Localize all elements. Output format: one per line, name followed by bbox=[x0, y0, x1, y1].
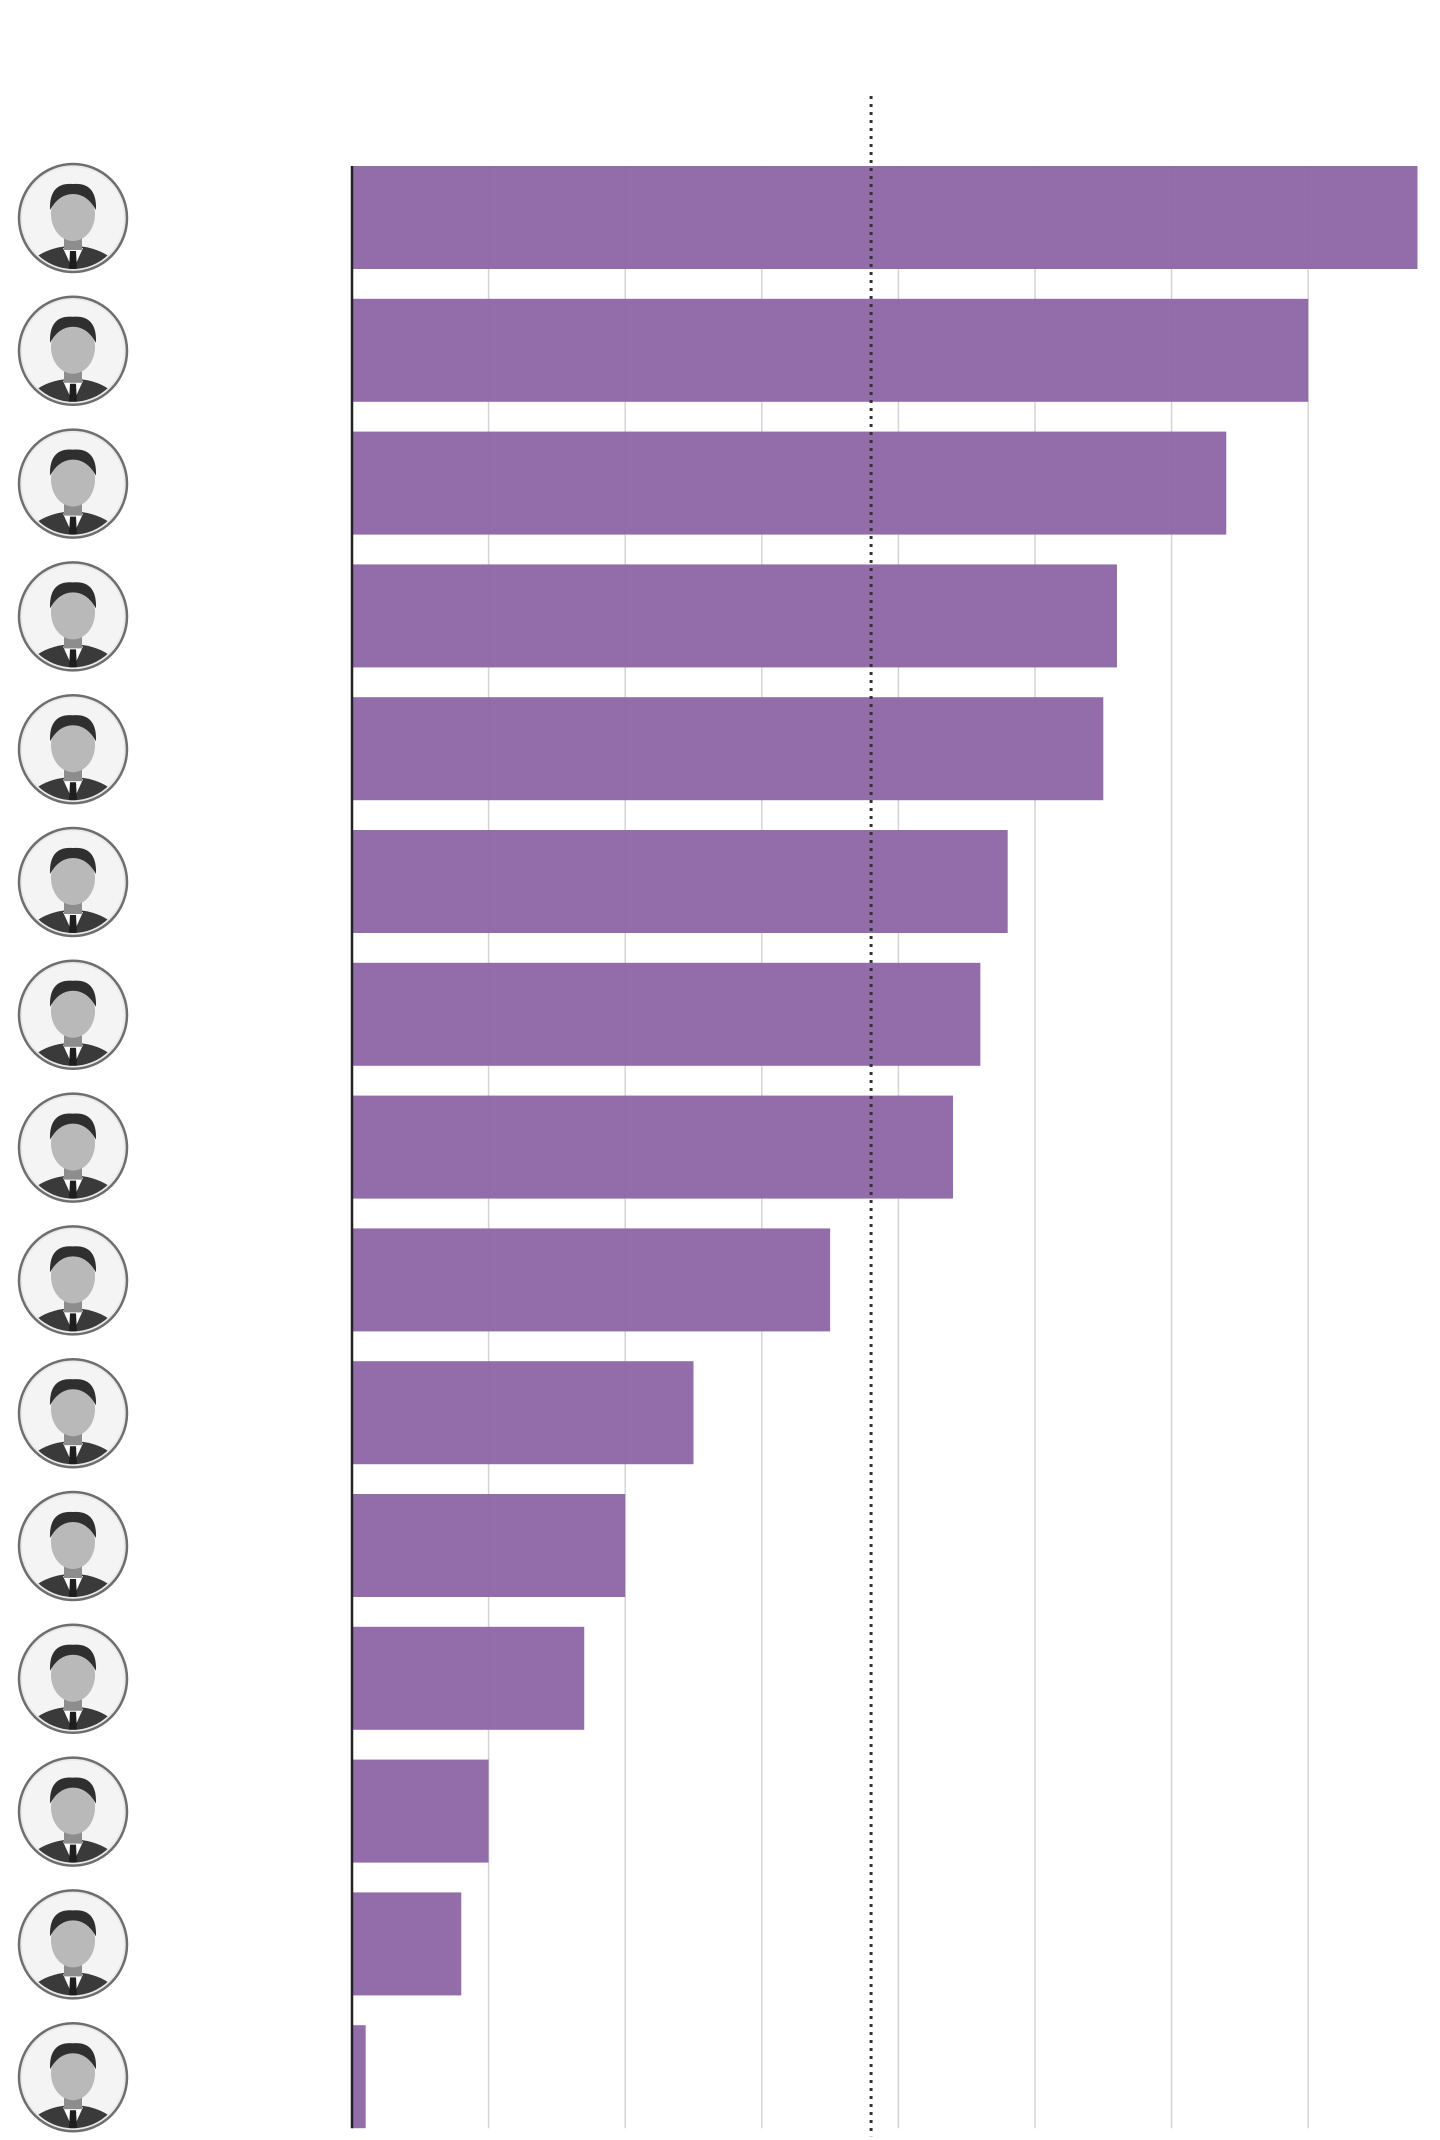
avatar-12 bbox=[17, 1623, 129, 1735]
avatar-11 bbox=[17, 1490, 129, 1602]
bar-11 bbox=[352, 1494, 626, 1597]
bar-4 bbox=[352, 564, 1117, 668]
avatar-15 bbox=[17, 2021, 129, 2133]
bar-9 bbox=[352, 1228, 831, 1332]
bar-7 bbox=[352, 962, 981, 1066]
avatar-8 bbox=[17, 1092, 129, 1203]
avatar-4 bbox=[17, 561, 129, 672]
bar-12 bbox=[352, 1626, 585, 1730]
bars bbox=[352, 166, 1418, 2129]
bar-3 bbox=[352, 431, 1227, 535]
avatar-9 bbox=[17, 1225, 129, 1336]
overlays bbox=[350, 96, 873, 2137]
avatars bbox=[17, 162, 129, 2133]
avatar-13 bbox=[17, 1756, 129, 1867]
bar-10 bbox=[352, 1361, 694, 1465]
bar-1 bbox=[352, 166, 1418, 269]
bar-13 bbox=[352, 1759, 489, 1863]
avatar-14 bbox=[17, 1889, 129, 2000]
bar-8 bbox=[352, 1095, 954, 1199]
bar-5 bbox=[352, 697, 1104, 801]
bar-2 bbox=[352, 298, 1309, 402]
avatar-10 bbox=[17, 1357, 129, 1469]
avatar-3 bbox=[17, 428, 129, 539]
avatar-6 bbox=[17, 826, 129, 938]
avatar-7 bbox=[17, 959, 129, 1071]
avatar-5 bbox=[17, 693, 129, 805]
avatar-1 bbox=[17, 162, 129, 274]
bar-15 bbox=[352, 2025, 366, 2129]
bar-14 bbox=[352, 1892, 462, 1996]
avatar-2 bbox=[17, 295, 129, 407]
bar-6 bbox=[352, 830, 1008, 933]
